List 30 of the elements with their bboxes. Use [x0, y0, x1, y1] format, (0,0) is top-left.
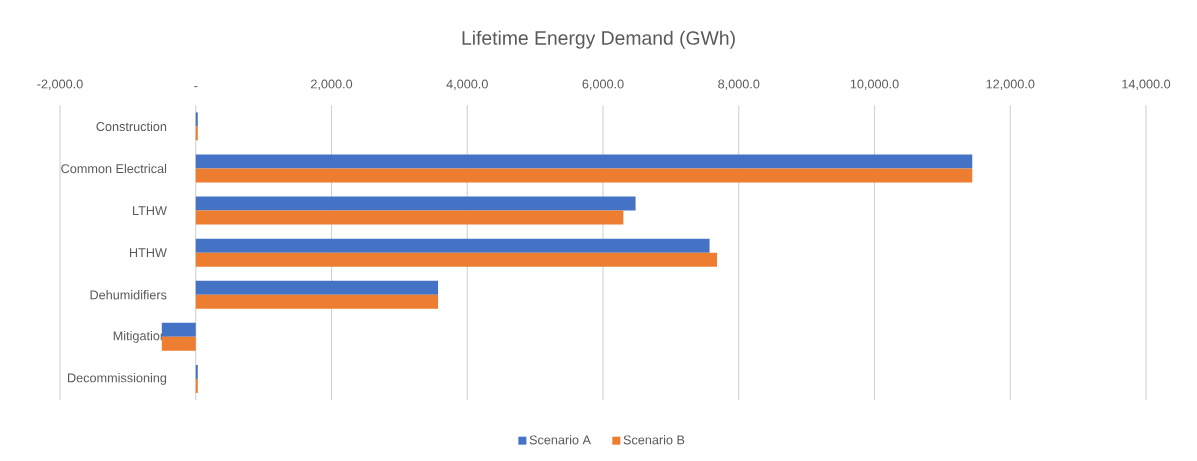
bar [195, 112, 198, 127]
bar [195, 238, 710, 253]
bar [195, 196, 636, 211]
x-tick-label: 8,000.0 [718, 79, 760, 90]
x-tick-label: 4,000.0 [446, 79, 488, 90]
x-tick-label: 10,000.0 [850, 79, 899, 90]
bar [195, 154, 973, 169]
y-tick-label: Common Electrical [61, 163, 167, 174]
x-tick-label: 14,000.0 [1122, 79, 1171, 90]
y-tick-label: Dehumidifiers [90, 290, 167, 300]
x-tick-label: 6,000.0 [582, 79, 624, 90]
bar [195, 252, 718, 267]
bar [195, 294, 439, 309]
x-tick-label: 12,000.0 [986, 79, 1035, 90]
bar [195, 378, 198, 393]
chart-title: Lifetime Energy Demand (GWh) [462, 30, 735, 49]
y-tick-label: LTHW [133, 206, 167, 215]
x-tick-label: 2,000.0 [311, 79, 353, 90]
x-tick-label: - [194, 86, 198, 88]
bar [195, 210, 624, 225]
y-tick-label: Decommissioning [68, 373, 167, 385]
bar [195, 364, 198, 379]
bar [195, 168, 973, 183]
bar [195, 280, 439, 295]
x-tick-label: -2,000.0 [37, 79, 83, 90]
legend-label: Scenario B [623, 435, 685, 445]
y-tick-label: HTHW [129, 248, 167, 258]
y-tick-label: Construction [96, 121, 167, 132]
bar [195, 126, 198, 141]
legend-label: Scenario A [529, 435, 591, 445]
